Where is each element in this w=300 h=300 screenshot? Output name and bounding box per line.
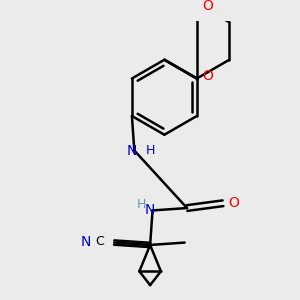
- Text: N: N: [81, 235, 91, 249]
- Text: H: H: [145, 144, 155, 157]
- Text: C: C: [95, 235, 103, 248]
- Text: N: N: [145, 203, 155, 218]
- Text: O: O: [202, 0, 213, 13]
- Text: O: O: [202, 69, 213, 83]
- Text: O: O: [228, 196, 239, 210]
- Text: H: H: [137, 198, 146, 211]
- Text: N: N: [127, 145, 137, 158]
